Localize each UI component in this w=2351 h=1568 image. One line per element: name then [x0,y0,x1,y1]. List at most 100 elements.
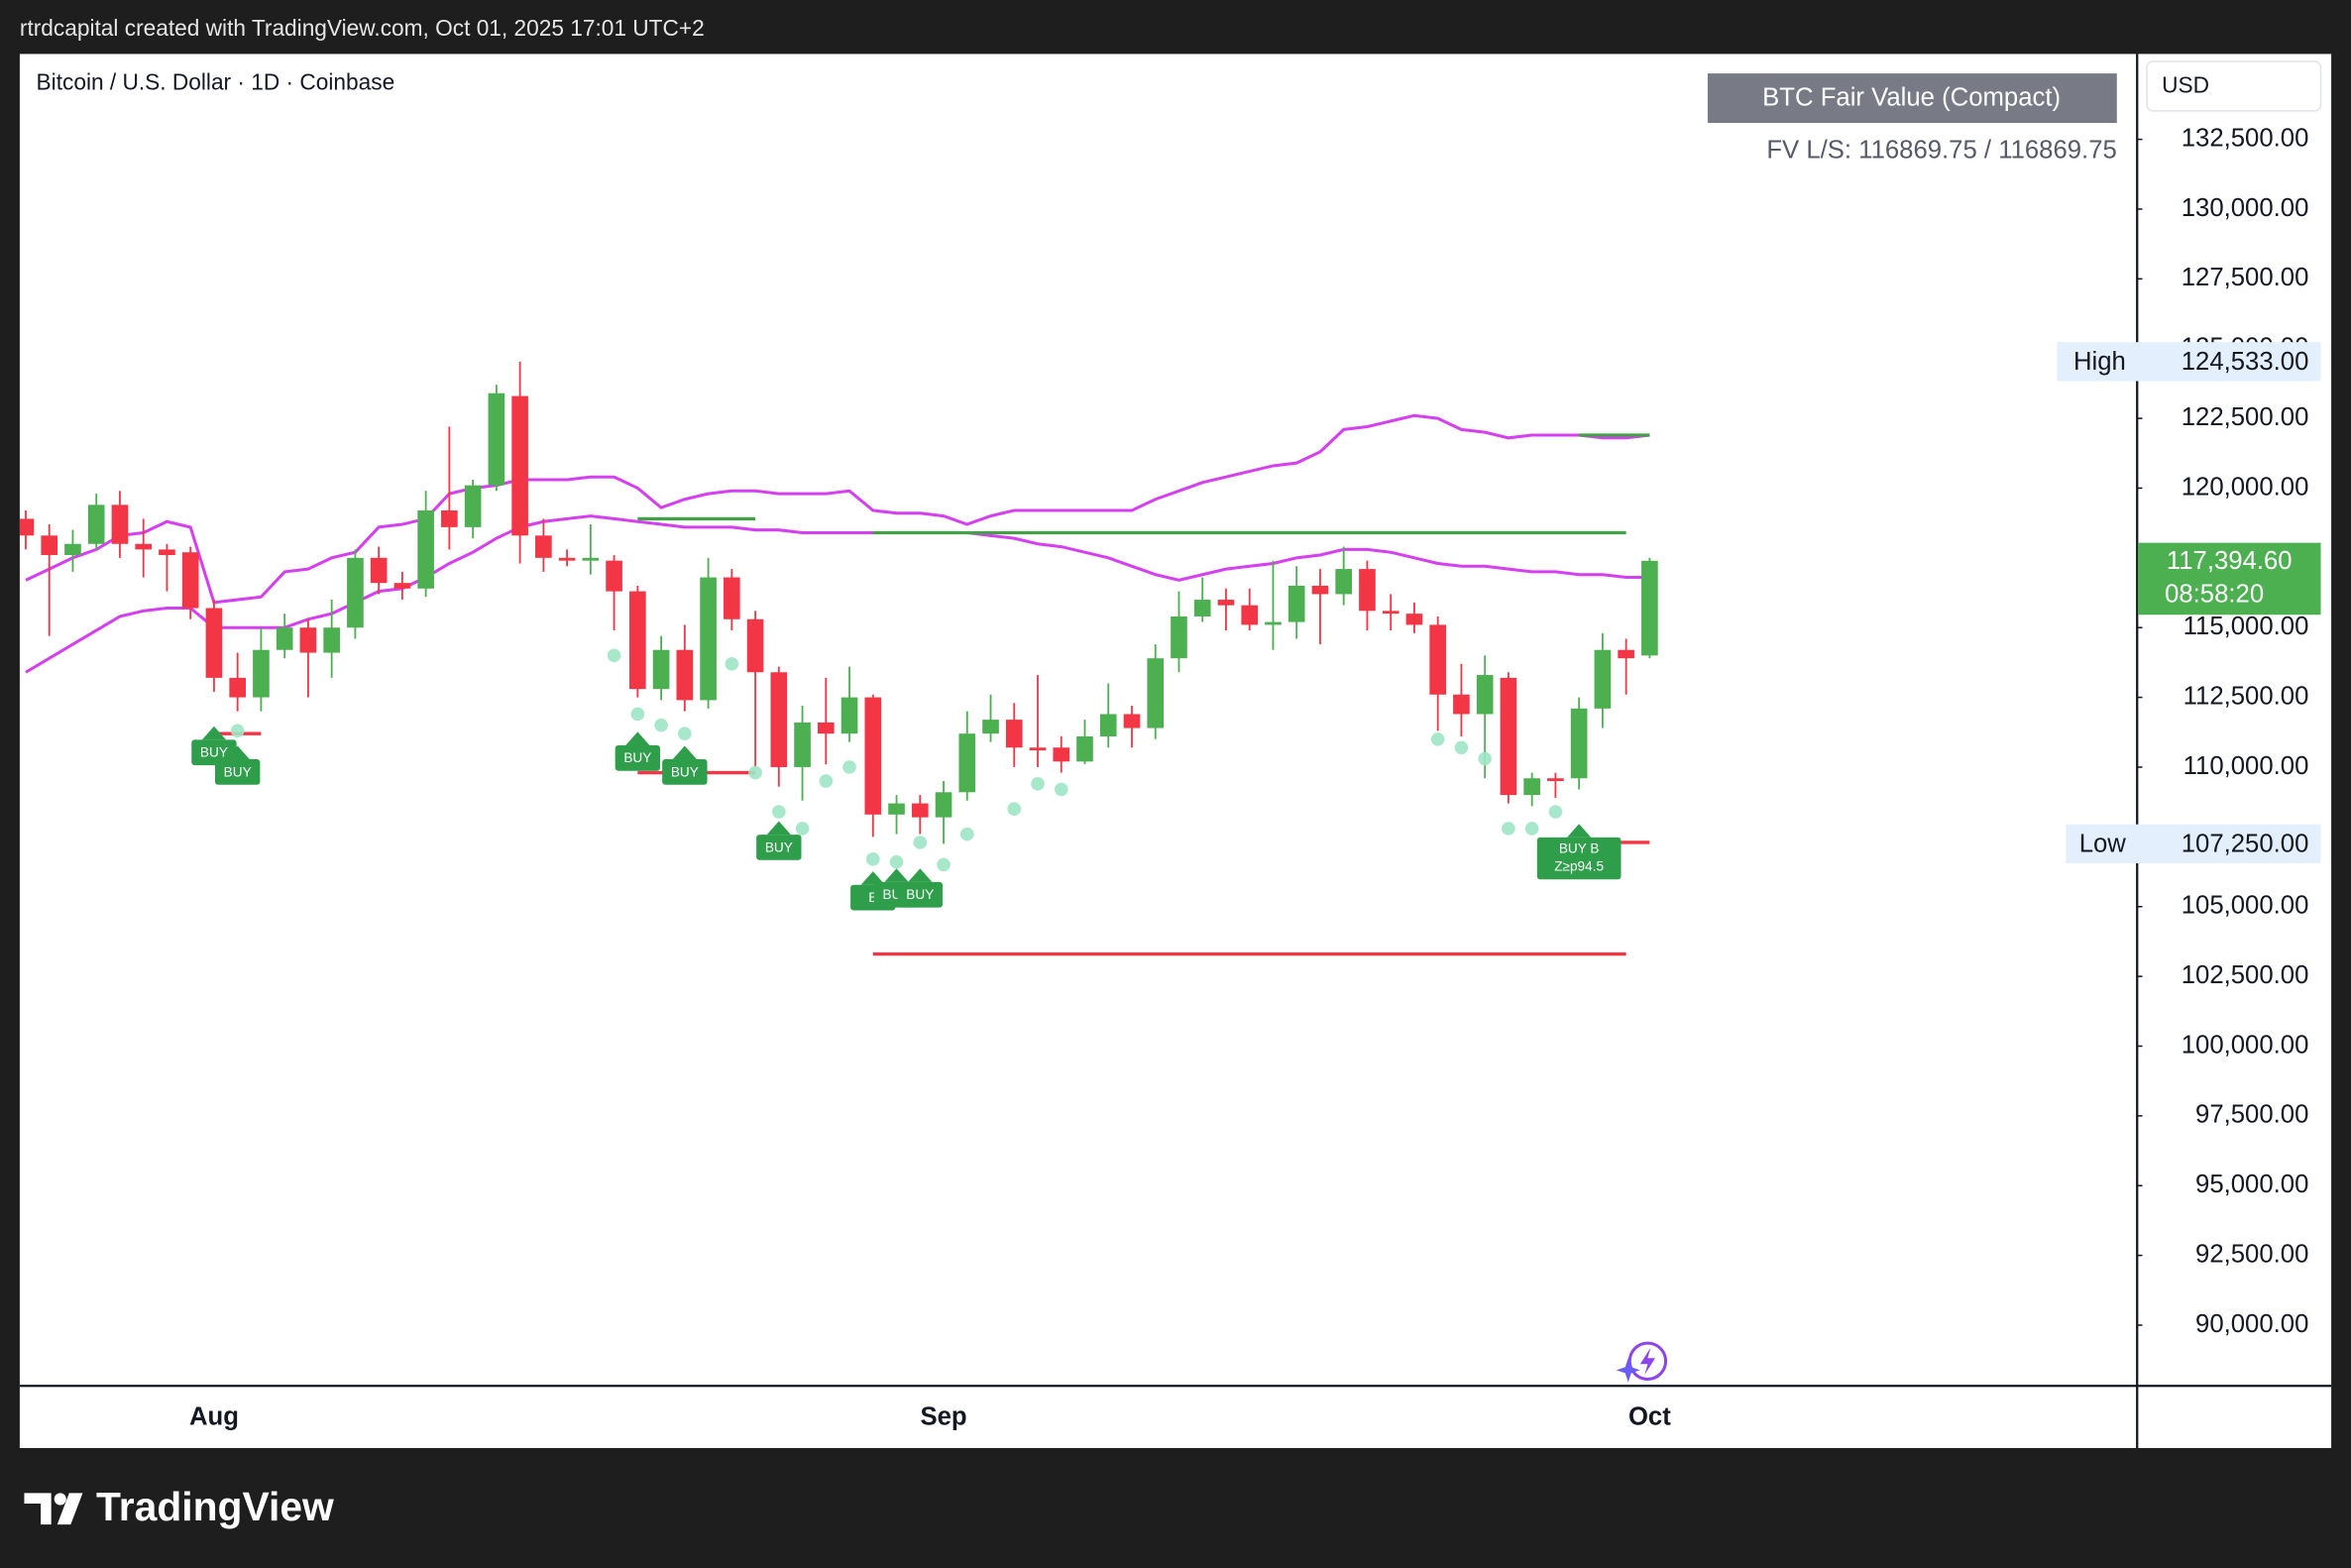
signal-arrow [860,871,885,885]
signal-arrow [201,726,227,740]
brand-logo: TradingView [24,1484,334,1529]
indicator-panel [1707,73,2117,124]
candle-body [700,577,717,701]
candle-body [1429,624,1446,695]
signal-box [662,759,708,785]
y-tick-label: 100,000.00 [2182,1031,2309,1059]
signal-dot [1478,751,1492,766]
signal-box [214,759,261,785]
brand: TradingView [96,1484,334,1529]
candle-body [911,803,929,818]
candle-body [393,583,411,589]
candle-body [370,557,388,584]
candle-body [1641,560,1658,656]
candle-body [1076,735,1093,762]
y-tick-label: 90,000.00 [2195,1310,2308,1338]
y-tick-label: 92,500.00 [2195,1240,2308,1268]
signal-arrow [1567,824,1592,838]
candle-body [135,543,153,550]
x-tick-label: Sep [920,1403,966,1431]
candle-body [606,560,622,592]
candle-body [1171,616,1187,659]
signal-arrow [884,868,909,882]
candle-body [1523,778,1540,796]
candle-body [676,649,694,701]
price-marker-label: High [2073,348,2126,376]
signal-dot [230,724,245,738]
candle-body [1311,585,1329,595]
signal-badge: BUY [756,821,802,860]
candle-body [1287,585,1305,622]
price-marker-value: 107,250.00 [2182,831,2309,858]
candle-body [770,672,788,767]
candle-body [64,543,81,556]
signal-label: BUY [906,887,934,902]
currency-box[interactable] [2146,60,2322,112]
candle-body [840,697,858,734]
y-tick-label: 105,000.00 [2182,892,2309,920]
price-marker-value: 124,533.00 [2182,348,2309,376]
signal-dot [1031,777,1045,791]
signal-label: BUY [671,764,699,779]
candle-body [1476,675,1494,715]
candle-body [511,395,528,536]
candle-body [1193,600,1211,616]
logo-dot [54,1493,66,1506]
signal-dot [748,765,762,780]
candle-body [1594,649,1612,709]
candle-body [1099,714,1117,736]
candle-body [159,549,175,556]
candle-body [1547,778,1564,782]
signal-box [191,739,237,766]
candle-body [19,518,35,536]
logo-t [24,1493,52,1525]
signal-dot [1430,732,1445,746]
signal-dot [630,707,645,722]
signal-dot [1007,802,1022,816]
indicator-title: BTC Fair Value (Compact) [1762,84,2061,112]
price-marker-bg [2066,824,2321,864]
chart-area [19,54,2332,1449]
price-marker-bg [2057,342,2321,382]
signal-dot [889,854,904,869]
candle-body [205,608,223,678]
candle-body [323,627,340,653]
candle-body [535,535,552,558]
candle-body [1123,714,1141,728]
candle-body [794,722,811,767]
price-marker-label: Low [2079,831,2127,858]
signal-dot [725,657,739,671]
signal-dot [607,648,621,663]
signal-label: B [868,890,877,905]
candle-body [864,697,882,815]
signal-box [756,835,802,860]
candle-body [1241,605,1259,625]
candle-body [229,677,246,698]
signal-dot [865,852,880,866]
signal-badge: BUY [191,726,237,766]
signal-box [897,881,943,908]
signal-dot [959,827,974,841]
signal-dot [654,718,668,732]
candle-body [181,552,199,609]
candle-body [629,591,646,690]
candle-body [299,627,317,653]
x-tick-label: Aug [189,1403,239,1431]
signal-badge: BUY B Z≥p94.5 [1536,824,1622,880]
attribution: rtrdcapital created with TradingView.com… [20,15,705,41]
signal-arrow [672,745,697,760]
candle-body [1147,658,1165,728]
candle-body [111,504,129,544]
lightning-icon[interactable] [1616,1341,1668,1383]
candle-body [1053,747,1070,762]
signal-dot [1524,822,1539,836]
currency[interactable]: USD [2162,72,2209,98]
candle-body [652,649,670,690]
candle-body [558,557,576,561]
signal-dot [842,760,856,774]
indicator-subtitle: FV L/S: 116869.75 / 116869.75 [1766,137,2116,165]
candle-body [41,535,58,556]
